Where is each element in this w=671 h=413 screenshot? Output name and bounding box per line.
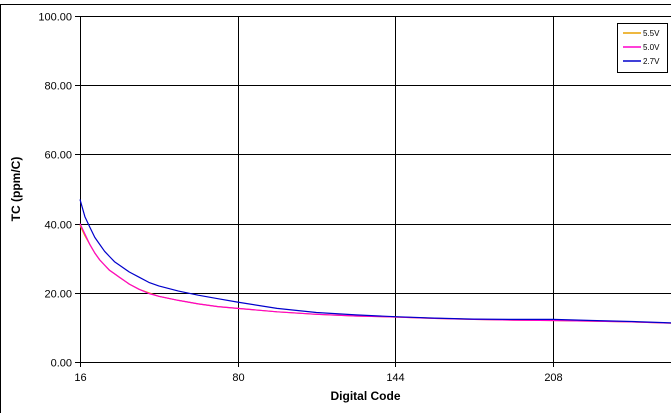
y-tick-label: 0.00: [51, 358, 72, 370]
x-axis-ticks: 16 80 144 208: [74, 362, 563, 384]
x-tick-label: 80: [232, 372, 244, 384]
y-tick-label: 60.00: [44, 150, 72, 162]
y-tick-label: 100.00: [38, 12, 72, 24]
legend: 5.5V 5.0V 2.7V: [617, 23, 668, 73]
x-axis-title: Digital Code: [330, 389, 400, 403]
plot-area-frame: [80, 16, 671, 363]
legend-label: 5.5V: [643, 29, 660, 38]
x-tick-label: 144: [386, 372, 404, 384]
legend-label: 2.7V: [643, 57, 660, 66]
legend-box: [617, 23, 668, 73]
y-tick-label: 20.00: [44, 289, 72, 301]
y-tick-label: 80.00: [44, 81, 72, 93]
x-tick-label: 208: [544, 372, 562, 384]
y-axis-title: TC (ppm/C): [9, 157, 23, 222]
legend-label: 5.0V: [643, 43, 660, 52]
y-tick-label: 40.00: [44, 220, 72, 232]
y-axis-ticks: 0.00 20.00 40.00 60.00 80.00 100.00: [38, 12, 80, 370]
x-tick-label: 16: [74, 372, 86, 384]
series-lines: [79, 199, 671, 324]
series-line-2.7V: [79, 199, 671, 324]
